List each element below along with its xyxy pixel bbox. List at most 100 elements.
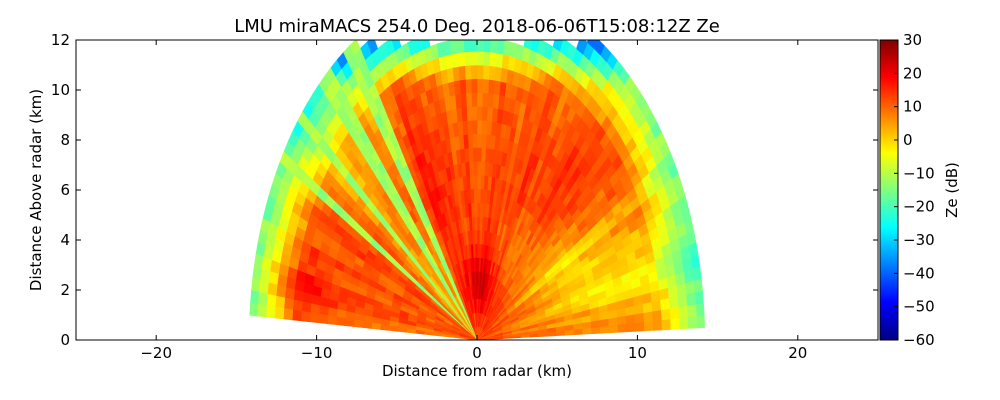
radar-gate [470,50,478,66]
radar-gate [693,277,703,293]
y-tick-label: 2 [60,281,70,299]
colorbar-tick-label: −60 [903,331,935,349]
radar-gate [371,322,381,330]
radar-gate [476,133,482,148]
colorbar-tick-label: −10 [903,164,935,182]
radar-gate [463,51,472,66]
x-axis: −20 −10 0 10 20 [140,40,807,362]
colorbar: 30 20 10 0 −10 −20 −30 −40 −50 −60 Ze (dB) [879,31,961,349]
radar-gate [476,92,483,107]
y-tick-label: 8 [60,131,70,149]
y-axis: 0 2 4 6 8 10 12 [51,31,878,349]
radar-gate [496,40,505,55]
radar-gate [476,119,483,135]
colorbar-tick-label: 0 [903,131,913,149]
radar-gate [695,290,704,305]
radar-gate [476,229,480,245]
radar-gate [687,315,698,329]
radar-gate [481,133,487,149]
radar-gate [480,147,486,163]
colorbar-tick-label: 20 [903,64,922,82]
radar-gate [265,305,276,319]
radar-gate [318,313,329,325]
radar-gate [482,64,490,80]
radar-gate [487,92,494,108]
radar-gate [292,299,303,312]
radar-gate [476,78,484,93]
radar-gate [476,64,484,80]
radar-gate [481,92,489,108]
radar-gate [471,105,478,121]
radar-gate [626,322,637,333]
colorbar-tick-label: 10 [903,98,922,116]
radar-gate [661,318,672,331]
radar-gate [670,317,681,330]
radar-gate [283,297,294,311]
radar-gate [464,64,472,80]
radar-gate [353,319,364,328]
radar-gate [652,309,663,322]
radar-gate [687,303,698,318]
radar-gate [669,306,680,320]
radar-gate [599,325,610,334]
radar-gate [678,305,689,319]
y-tick-label: 12 [51,31,70,49]
radar-gate [283,308,294,321]
radar-gate [593,40,605,56]
radar-gate [257,291,268,306]
radar-gate [617,323,628,333]
radar-gate [696,314,705,329]
radar-gate [486,106,493,122]
chart-title: LMU miraMACS 254.0 Deg. 2018-06-06T15:08… [234,16,720,37]
radar-gate [463,40,471,53]
radar-gate [481,106,488,121]
radar-gate [530,40,540,53]
x-tick-label: 20 [788,344,807,362]
radar-gate [552,40,564,52]
x-tick-label: 10 [628,344,647,362]
radar-gate [696,302,705,317]
radar-gate [471,92,478,107]
radar-gate [274,306,285,320]
radar-gate [536,40,547,57]
radar-gate [608,324,619,334]
y-axis-label: Distance Above radar (km) [27,89,45,291]
radar-gate [472,160,478,176]
radar-gate [483,40,491,53]
radar-gate [476,174,481,190]
radar-gate [250,290,259,305]
radar-gate [482,51,491,66]
radar-gate [464,78,472,94]
radar-gate [470,78,478,93]
radar-gate [495,52,504,69]
radar-gate [300,310,311,323]
radar-gate [481,119,488,135]
radar-gate [686,291,697,306]
radar-gate [476,202,481,217]
radar-gate [643,310,654,323]
radar-gate [476,243,480,258]
radar-gate [472,147,478,162]
radar-gate [362,320,373,329]
radar-gate [309,312,320,324]
radar-gate [485,120,493,136]
radar-gate [660,308,671,321]
radar-gate [679,316,689,330]
y-tick-label: 4 [60,231,70,249]
colorbar-tick-label: −50 [903,298,935,316]
radar-gate [586,40,598,49]
colorbar-frame [879,39,899,341]
radar-gate [482,78,490,94]
radar-gate [487,79,495,95]
radar-gate [643,320,654,332]
radar-data-layer [249,40,705,340]
radar-gate [379,323,390,331]
plot-area: −20 −10 0 10 20 0 2 4 6 8 10 12 [51,31,879,362]
radar-gate [275,284,287,299]
y-tick-label: 6 [60,181,70,199]
colorbar-tick-label: −20 [903,198,935,216]
colorbar-tick-label: −30 [903,231,935,249]
radar-gate [488,65,496,81]
y-tick-label: 0 [60,331,70,349]
radar-gate [421,40,431,50]
